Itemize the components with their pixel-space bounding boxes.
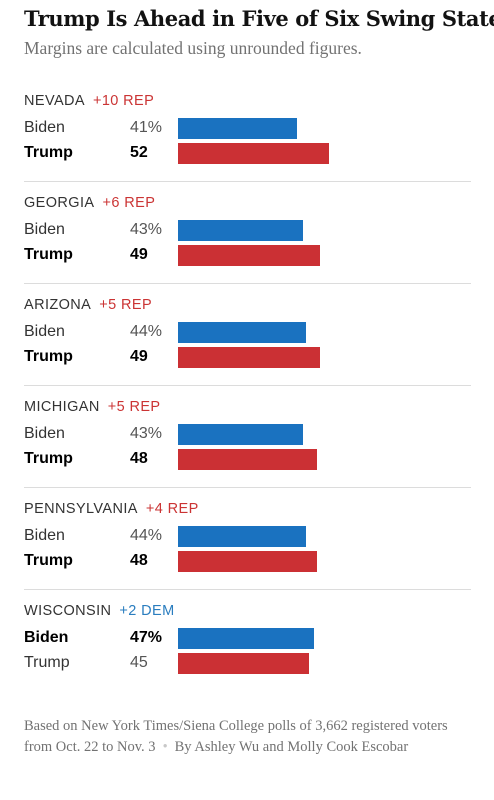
data-label: 49 <box>130 348 148 365</box>
byline: By Ashley Wu and Molly Cook Escobar <box>174 738 409 755</box>
chart-subtitle: Margins are calculated using unrounded f… <box>24 38 362 58</box>
separator-dot: • <box>162 738 168 755</box>
candidate-row-trump: Trump 48 <box>24 449 471 471</box>
candidate-row-biden: Biden 47% <box>24 628 471 650</box>
state-name: GEORGIA <box>24 195 95 211</box>
bar-biden-wisconsin <box>178 628 315 649</box>
candidate-label: Trump <box>24 246 73 263</box>
state-name: MICHIGAN <box>24 399 100 415</box>
data-label: 43% <box>130 221 163 238</box>
state-margin: +5 REP <box>107 399 161 415</box>
data-label: 48 <box>130 450 148 467</box>
bar-trump-pennsylvania <box>178 551 318 572</box>
candidate-row-biden: Biden 44% <box>24 526 471 548</box>
bar-biden-nevada <box>178 118 297 139</box>
bar-biden-arizona <box>178 322 306 343</box>
state-header: ARIZONA +5 REP <box>24 297 152 313</box>
bar-biden-pennsylvania <box>178 526 306 547</box>
state-block-arizona: ARIZONA +5 REP Biden 44% Trump 49 <box>24 295 471 397</box>
bar-biden-michigan <box>178 424 303 445</box>
candidate-row-trump: Trump 48 <box>24 551 471 573</box>
bar-trump-georgia <box>178 245 321 266</box>
candidate-label: Biden <box>24 323 65 340</box>
state-header: PENNSYLVANIA +4 REP <box>24 501 199 517</box>
data-label: 41% <box>130 119 163 136</box>
divider <box>24 385 471 386</box>
candidate-row-trump: Trump 45 <box>24 653 471 675</box>
state-name: PENNSYLVANIA <box>24 501 138 517</box>
candidate-row-biden: Biden 44% <box>24 322 471 344</box>
state-header: WISCONSIN +2 DEM <box>24 603 175 619</box>
state-block-michigan: MICHIGAN +5 REP Biden 43% Trump 48 <box>24 397 471 499</box>
candidate-label: Trump <box>24 144 73 161</box>
candidate-label: Biden <box>24 425 65 442</box>
candidate-row-trump: Trump 52 <box>24 143 471 165</box>
candidate-row-biden: Biden 41% <box>24 118 471 140</box>
state-header: MICHIGAN +5 REP <box>24 399 160 415</box>
data-label: 48 <box>130 552 148 569</box>
candidate-label: Trump <box>24 654 70 671</box>
data-label: 52 <box>130 144 148 161</box>
candidate-row-trump: Trump 49 <box>24 347 471 369</box>
state-name: ARIZONA <box>24 297 92 313</box>
candidate-label: Biden <box>24 221 65 238</box>
state-block-nevada: NEVADA +10 REP Biden 41% Trump 52 <box>24 91 471 193</box>
candidate-row-trump: Trump 49 <box>24 245 471 267</box>
divider <box>24 283 471 284</box>
bar-biden-georgia <box>178 220 303 241</box>
bar-trump-wisconsin <box>178 653 309 674</box>
state-margin: +4 REP <box>145 501 199 517</box>
bar-trump-arizona <box>178 347 321 368</box>
divider <box>24 589 471 590</box>
state-block-georgia: GEORGIA +6 REP Biden 43% Trump 49 <box>24 193 471 295</box>
state-block-pennsylvania: PENNSYLVANIA +4 REP Biden 44% Trump 48 <box>24 499 471 601</box>
data-label: 43% <box>130 425 163 442</box>
bar-trump-nevada <box>178 143 329 164</box>
candidate-label: Biden <box>24 119 65 136</box>
candidate-label: Trump <box>24 552 73 569</box>
source-note: Based on New York Times/Siena College po… <box>24 716 464 757</box>
divider <box>24 487 471 488</box>
candidate-label: Trump <box>24 450 73 467</box>
state-name: NEVADA <box>24 93 85 109</box>
state-block-wisconsin: WISCONSIN +2 DEM Biden 47% Trump 45 <box>24 601 471 703</box>
source-text: Based on New York Times/Siena College po… <box>24 718 448 755</box>
divider <box>24 181 471 182</box>
candidate-label: Biden <box>24 527 65 544</box>
candidate-row-biden: Biden 43% <box>24 220 471 242</box>
data-label: 49 <box>130 246 148 263</box>
state-name: WISCONSIN <box>24 603 112 619</box>
state-header: NEVADA +10 REP <box>24 93 154 109</box>
bar-trump-michigan <box>178 449 318 470</box>
data-label: 47% <box>130 629 163 646</box>
state-margin: +6 REP <box>102 195 156 211</box>
state-margin: +5 REP <box>99 297 153 313</box>
state-margin: +2 DEM <box>119 603 175 619</box>
candidate-row-biden: Biden 43% <box>24 424 471 446</box>
candidate-label: Biden <box>24 629 69 646</box>
data-label: 44% <box>130 527 163 544</box>
chart-title: Trump Is Ahead in Five of Six Swing Stat… <box>24 6 494 31</box>
candidate-label: Trump <box>24 348 73 365</box>
data-label: 45 <box>130 654 148 671</box>
state-margin: +10 REP <box>92 93 155 109</box>
state-header: GEORGIA +6 REP <box>24 195 155 211</box>
data-label: 44% <box>130 323 163 340</box>
